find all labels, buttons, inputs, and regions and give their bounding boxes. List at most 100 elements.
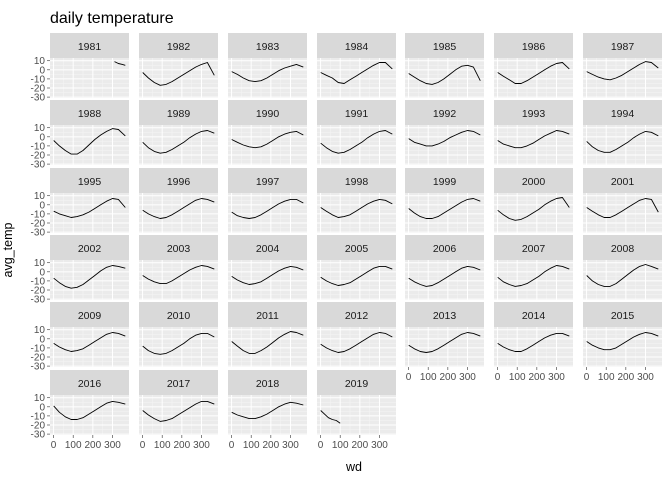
temperature-line-1996	[142, 198, 215, 219]
facet-strip-label: 1981	[78, 41, 102, 53]
facet-strip	[317, 235, 396, 260]
x-tick-label: 0	[584, 372, 590, 383]
temperature-line-2004	[231, 265, 304, 285]
y-tick-label: -10	[31, 74, 46, 85]
facet-panel-1992: 1992	[405, 100, 484, 165]
facet-panel-1999: 1999	[405, 168, 484, 233]
facet-strip-label: 1991	[345, 108, 369, 120]
temperature-line-2000	[497, 197, 570, 221]
panel-background	[228, 395, 307, 435]
x-tick-label: 100	[420, 372, 437, 383]
facet-strip-label: 1986	[522, 41, 546, 53]
temperature-line-1994	[586, 130, 659, 153]
facet-strip-label: 2004	[256, 243, 280, 255]
facet-panel-1986: 1986	[494, 33, 573, 98]
facet-panel-2013: 2013 0 100 200 300	[405, 302, 484, 383]
y-tick-label: -30	[31, 160, 46, 171]
temperature-line-2014	[497, 332, 570, 352]
facet-strip-label: 2015	[611, 310, 635, 322]
panel-background	[583, 58, 662, 98]
y-tick-label: 0	[39, 267, 45, 278]
y-tick-label: -20	[31, 286, 46, 297]
temperature-line-1986	[497, 62, 570, 84]
y-tick-label: 10	[34, 56, 46, 67]
facet-strip-label: 2013	[433, 310, 457, 322]
facet-panel-1988: 1988 100-10-20-30	[31, 100, 129, 171]
x-tick-label: 100	[243, 440, 260, 451]
facet-panel-2005: 2005	[317, 235, 396, 300]
facet-strip-label: 1996	[167, 176, 191, 188]
temperature-line-2006	[408, 265, 481, 287]
y-tick-label: 10	[34, 258, 46, 269]
facet-strip-label: 1997	[256, 176, 280, 188]
temperature-line-1984	[320, 62, 393, 84]
facet-panel-2008: 2008	[583, 235, 662, 300]
facet-strip-label: 2010	[167, 310, 191, 322]
facet-strip	[228, 100, 307, 125]
facet-strip	[228, 302, 307, 327]
facet-strip-label: 1999	[433, 176, 457, 188]
panel-background	[405, 260, 484, 300]
facet-strip	[583, 302, 662, 327]
facet-strip-label: 1987	[611, 41, 635, 53]
x-tick-label: 100	[65, 440, 82, 451]
facet-panel-2001: 2001	[583, 168, 662, 233]
y-tick-label: -10	[31, 276, 46, 287]
facet-strip-label: 1995	[78, 176, 102, 188]
x-tick-label: 200	[528, 372, 545, 383]
facet-panel-2003: 2003	[139, 235, 218, 300]
facet-strip	[494, 302, 573, 327]
facet-strip	[317, 302, 396, 327]
facet-panel-1982: 1982	[139, 33, 218, 98]
facet-strip	[317, 370, 396, 395]
facet-panel-2011: 2011	[228, 302, 307, 367]
temperature-line-2008	[586, 264, 659, 287]
x-tick-label: 0	[229, 440, 235, 451]
temperature-line-1991	[320, 130, 393, 154]
facet-strip	[405, 33, 484, 58]
facet-strip	[228, 235, 307, 260]
temperature-line-1988	[53, 128, 126, 155]
facet-strip	[139, 100, 218, 125]
facet-strip	[139, 235, 218, 260]
facet-strip-label: 1988	[78, 108, 102, 120]
temperature-line-1987	[586, 61, 659, 81]
facet-panel-2018: 2018 0 100 200 300	[228, 370, 307, 451]
y-tick-label: 0	[39, 65, 45, 76]
panel-background	[228, 125, 307, 165]
y-tick-label: 0	[39, 200, 45, 211]
facet-panel-1994: 1994	[583, 100, 662, 165]
facet-strip	[139, 33, 218, 58]
facet-strip	[583, 100, 662, 125]
facet-panel-2015: 2015 0 100 200 300	[583, 302, 662, 383]
facet-panel-1981: 1981 100-10-20-30	[31, 33, 129, 104]
facet-panel-1984: 1984	[317, 33, 396, 98]
facet-strip	[494, 100, 573, 125]
facet-strip-label: 2005	[345, 243, 369, 255]
temperature-line-1981	[114, 61, 126, 66]
temperature-line-2015	[586, 332, 659, 351]
y-tick-label: -30	[31, 93, 46, 104]
y-tick-label: -30	[31, 228, 46, 239]
facet-panel-1995: 1995 100-10-20-30	[31, 168, 129, 239]
facet-strip-label: 1994	[611, 108, 635, 120]
y-tick-label: -10	[31, 209, 46, 220]
facet-strip	[139, 168, 218, 193]
temperature-line-2003	[142, 265, 215, 285]
y-tick-label: -20	[31, 219, 46, 230]
x-tick-label: 0	[406, 372, 412, 383]
panel-background	[50, 395, 129, 435]
x-tick-label: 300	[193, 440, 210, 451]
facet-panel-2002: 2002 100-10-20-30	[31, 235, 129, 306]
y-tick-label: -20	[31, 84, 46, 95]
facet-panel-2007: 2007	[494, 235, 573, 300]
facet-strip	[583, 33, 662, 58]
temperature-line-1985	[408, 64, 481, 85]
panel-background	[50, 58, 129, 98]
facet-strip-label: 2018	[256, 378, 280, 390]
panel-background	[228, 260, 307, 300]
facet-strip-label: 2008	[611, 243, 635, 255]
x-axis-title: wd	[345, 460, 362, 474]
facet-strip-label: 2002	[78, 243, 102, 255]
